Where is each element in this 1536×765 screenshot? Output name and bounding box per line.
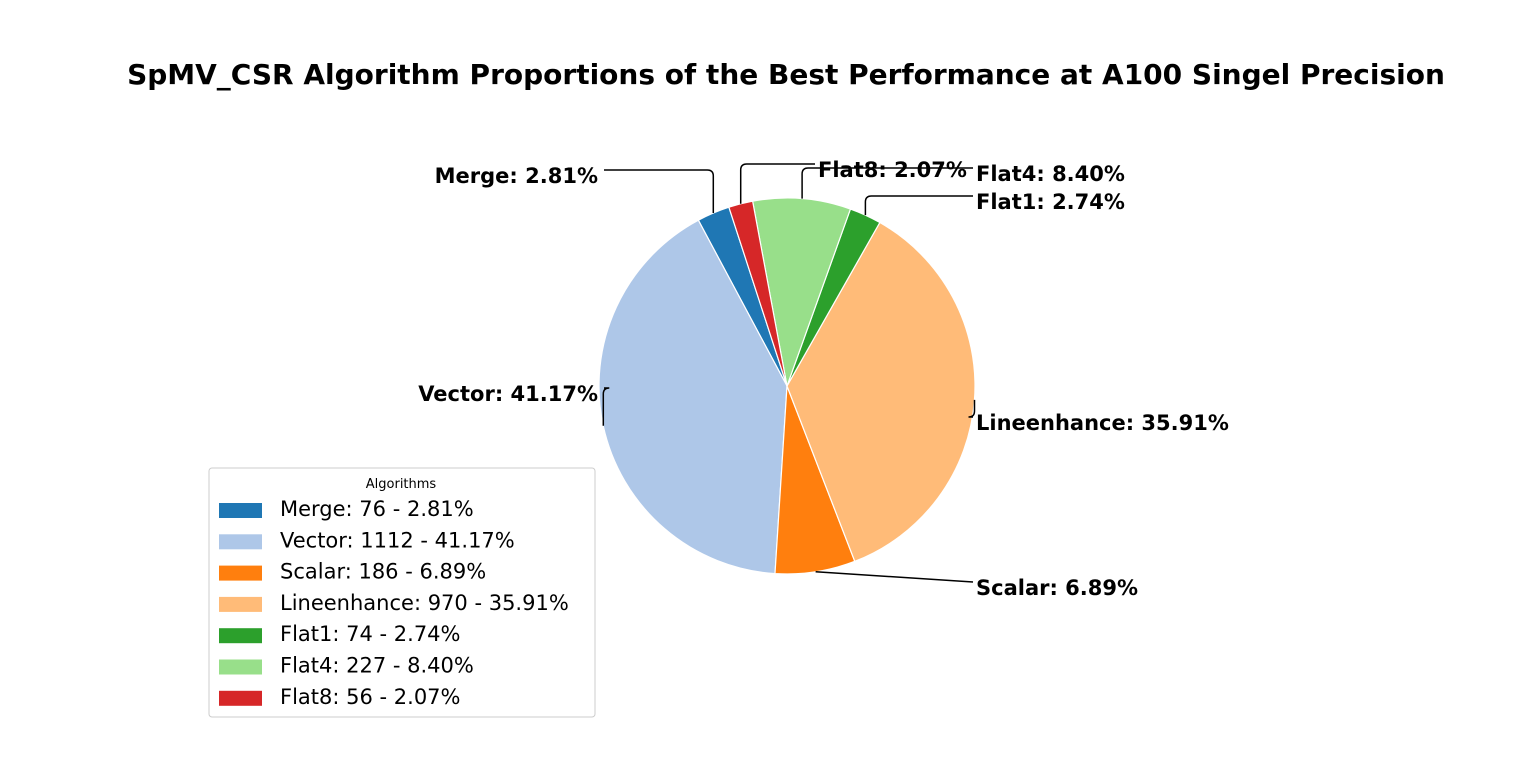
chart-title: SpMV_CSR Algorithm Proportions of the Be… <box>127 58 1445 91</box>
legend-swatch-scalar <box>219 565 262 581</box>
callout-label-vector: Vector: 41.17% <box>418 382 598 406</box>
legend-swatch-vector <box>219 534 262 550</box>
leader-line-lineenhance <box>968 399 976 418</box>
callout-label-lineenhance: Lineenhance: 35.91% <box>976 411 1229 435</box>
leader-line-merge <box>604 169 715 213</box>
leader-lines <box>602 163 976 583</box>
callout-label-merge: Merge: 2.81% <box>435 164 598 188</box>
callout-label-flat4: Flat4: 8.40% <box>976 162 1125 186</box>
legend-title: Algorithms <box>366 477 437 492</box>
callout-labels: Merge: 2.81% Vector: 41.17% Scalar: 6.89% L… <box>418 158 1229 600</box>
callout-label-flat1: Flat1: 2.74% <box>976 190 1125 214</box>
legend-swatch-flat1 <box>219 628 262 644</box>
pie-slices <box>598 197 976 575</box>
legend-label-vector: Vector: 1112 - 41.17% <box>280 528 515 552</box>
legend: Algorithms Merge: 76 - 2.81% Vector: 1112… <box>208 467 596 718</box>
legend-label-lineenhance: Lineenhance: 970 - 35.91% <box>280 591 569 615</box>
legend-label-scalar: Scalar: 186 - 6.89% <box>280 560 486 584</box>
leader-line-flat1 <box>864 195 973 216</box>
pie-slice-lineenhance <box>786 221 976 563</box>
pie-slice-flat4 <box>751 197 852 389</box>
legend-swatch-flat4 <box>219 659 262 675</box>
legend-swatch-merge <box>219 503 262 518</box>
legend-swatch-flat8 <box>219 690 262 706</box>
legend-swatch-lineenhance <box>219 596 262 612</box>
callout-label-flat8: Flat8: 2.07% <box>818 158 967 182</box>
leader-line-flat4 <box>801 167 973 199</box>
callout-label-scalar: Scalar: 6.89% <box>976 576 1138 600</box>
pie-slice-vector <box>598 219 788 575</box>
legend-label-flat8: Flat8: 56 - 2.07% <box>280 685 461 709</box>
legend-items: Merge: 76 - 2.81% Vector: 1112 - 41.17% Sc… <box>219 497 569 709</box>
leader-line-scalar <box>815 571 974 583</box>
leader-line-vector <box>602 387 610 426</box>
legend-label-merge: Merge: 76 - 2.81% <box>280 497 474 521</box>
legend-label-flat4: Flat4: 227 - 8.40% <box>280 654 474 678</box>
legend-frame <box>208 467 596 718</box>
leader-line-flat8 <box>739 163 815 204</box>
legend-label-flat1: Flat1: 74 - 2.74% <box>280 622 461 646</box>
